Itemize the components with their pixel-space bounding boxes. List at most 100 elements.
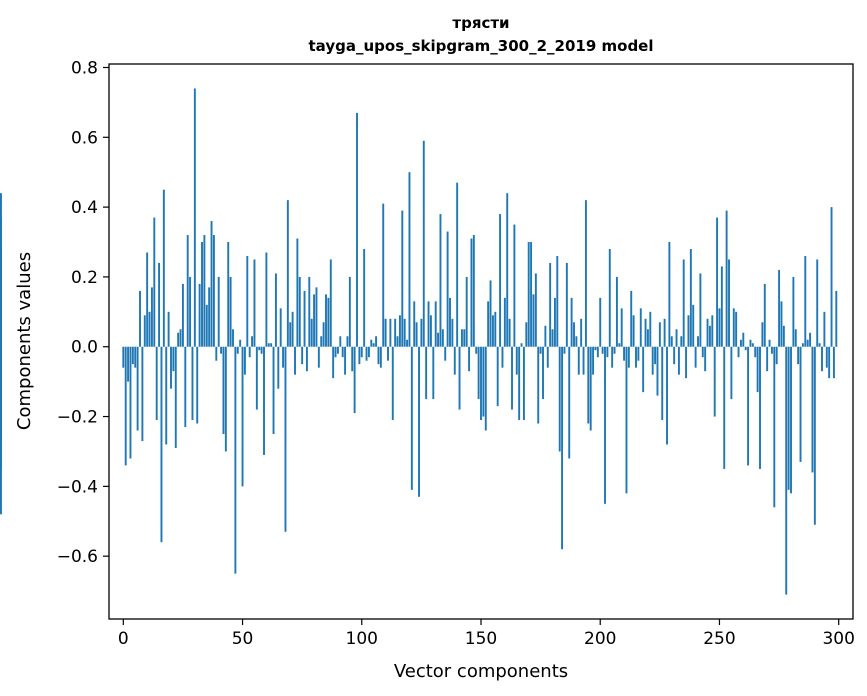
x-tick-label: 300 [822,629,854,649]
bar-84 [322,322,325,347]
bar-47 [234,346,237,574]
bar-81 [315,287,318,347]
x-tick-label: 0 [118,629,129,649]
bar-78 [308,276,311,347]
bar-230 [670,336,673,347]
bar-205 [611,346,614,368]
bar-273 [773,346,776,508]
bar-undefined [0,283,2,347]
bar-131 [434,301,437,347]
bar-238 [689,249,692,347]
bar-22 [174,346,177,448]
bar-235 [682,259,685,347]
bar-244 [704,346,707,372]
bar-11 [148,311,151,347]
bar-229 [668,242,671,347]
bar-100 [360,346,363,358]
bar-46 [232,329,234,347]
bar-162 [508,318,511,347]
bar-298 [832,346,835,379]
bar-151 [482,346,485,417]
bar-217 [639,308,642,347]
bar-105 [372,343,375,347]
bar-214 [632,315,635,347]
bar-136 [446,231,449,347]
bar-251 [720,266,723,347]
bar-216 [637,346,640,361]
bar-167 [520,343,523,347]
bar-176 [542,346,544,400]
bar-139 [453,346,456,375]
bar-223 [654,346,657,365]
bar-110 [384,318,387,347]
bar-280 [790,346,792,494]
bar-184 [561,346,564,550]
bar-227 [663,318,666,347]
bar-276 [780,301,783,347]
bar-201 [601,346,604,354]
bar-163 [511,346,513,410]
bar-133 [439,214,442,347]
bar-51 [243,346,246,375]
bar-21 [172,346,175,372]
bar-269 [763,283,766,347]
bar-174 [537,346,540,424]
bar-249 [716,217,719,347]
bar-119 [406,339,409,347]
bar-153 [487,301,490,347]
bar-2 [127,346,130,382]
bar-192 [580,318,583,347]
bar-68 [284,346,287,532]
bar-213 [630,290,633,347]
bar-186 [565,262,568,347]
bar-102 [365,346,368,361]
bar-262 [747,346,750,466]
bar-56 [255,346,258,410]
bar-252 [723,346,726,469]
bar-0 [122,346,125,368]
bar-166 [518,346,521,421]
bar-76 [303,290,306,347]
chart-subtitle: tayga_upos_skipgram_300_2_2019 model [309,37,654,55]
bar-120 [408,172,411,347]
bar-42 [222,346,225,434]
y-tick-label: −0.4 [57,477,98,497]
bar-294 [823,311,826,347]
bar-95 [348,276,351,347]
plot-frame [108,63,854,620]
bar-98 [356,112,358,347]
bar-49 [239,339,242,347]
bar-285 [801,343,804,347]
bar-150 [480,346,482,421]
bar-211 [625,346,628,494]
bar-70 [289,322,292,347]
bar-35 [205,304,208,347]
bar-277 [782,325,785,347]
bar-183 [558,346,561,452]
bar-172 [532,294,535,347]
bar-219 [644,318,647,347]
bar-20 [170,346,172,389]
bar-99 [358,346,361,365]
bar-44 [227,242,230,347]
bar-96 [351,346,354,372]
bar-25 [181,283,184,347]
bar-181 [553,297,556,347]
bar-72 [294,346,296,375]
bar-279 [787,346,790,490]
bar-295 [825,346,828,368]
bar-245 [706,318,709,347]
bar-180 [551,329,554,347]
bar-266 [756,346,759,393]
bar-146 [470,238,473,347]
bar-178 [546,346,549,368]
bar-170 [527,242,530,347]
bar-158 [499,214,502,347]
bar-91 [339,336,342,347]
bar-283 [797,346,800,365]
bar-13 [153,217,156,347]
bar-79 [310,318,313,347]
bar-258 [737,346,740,358]
bar-80 [313,294,316,347]
bar-282 [794,329,797,347]
